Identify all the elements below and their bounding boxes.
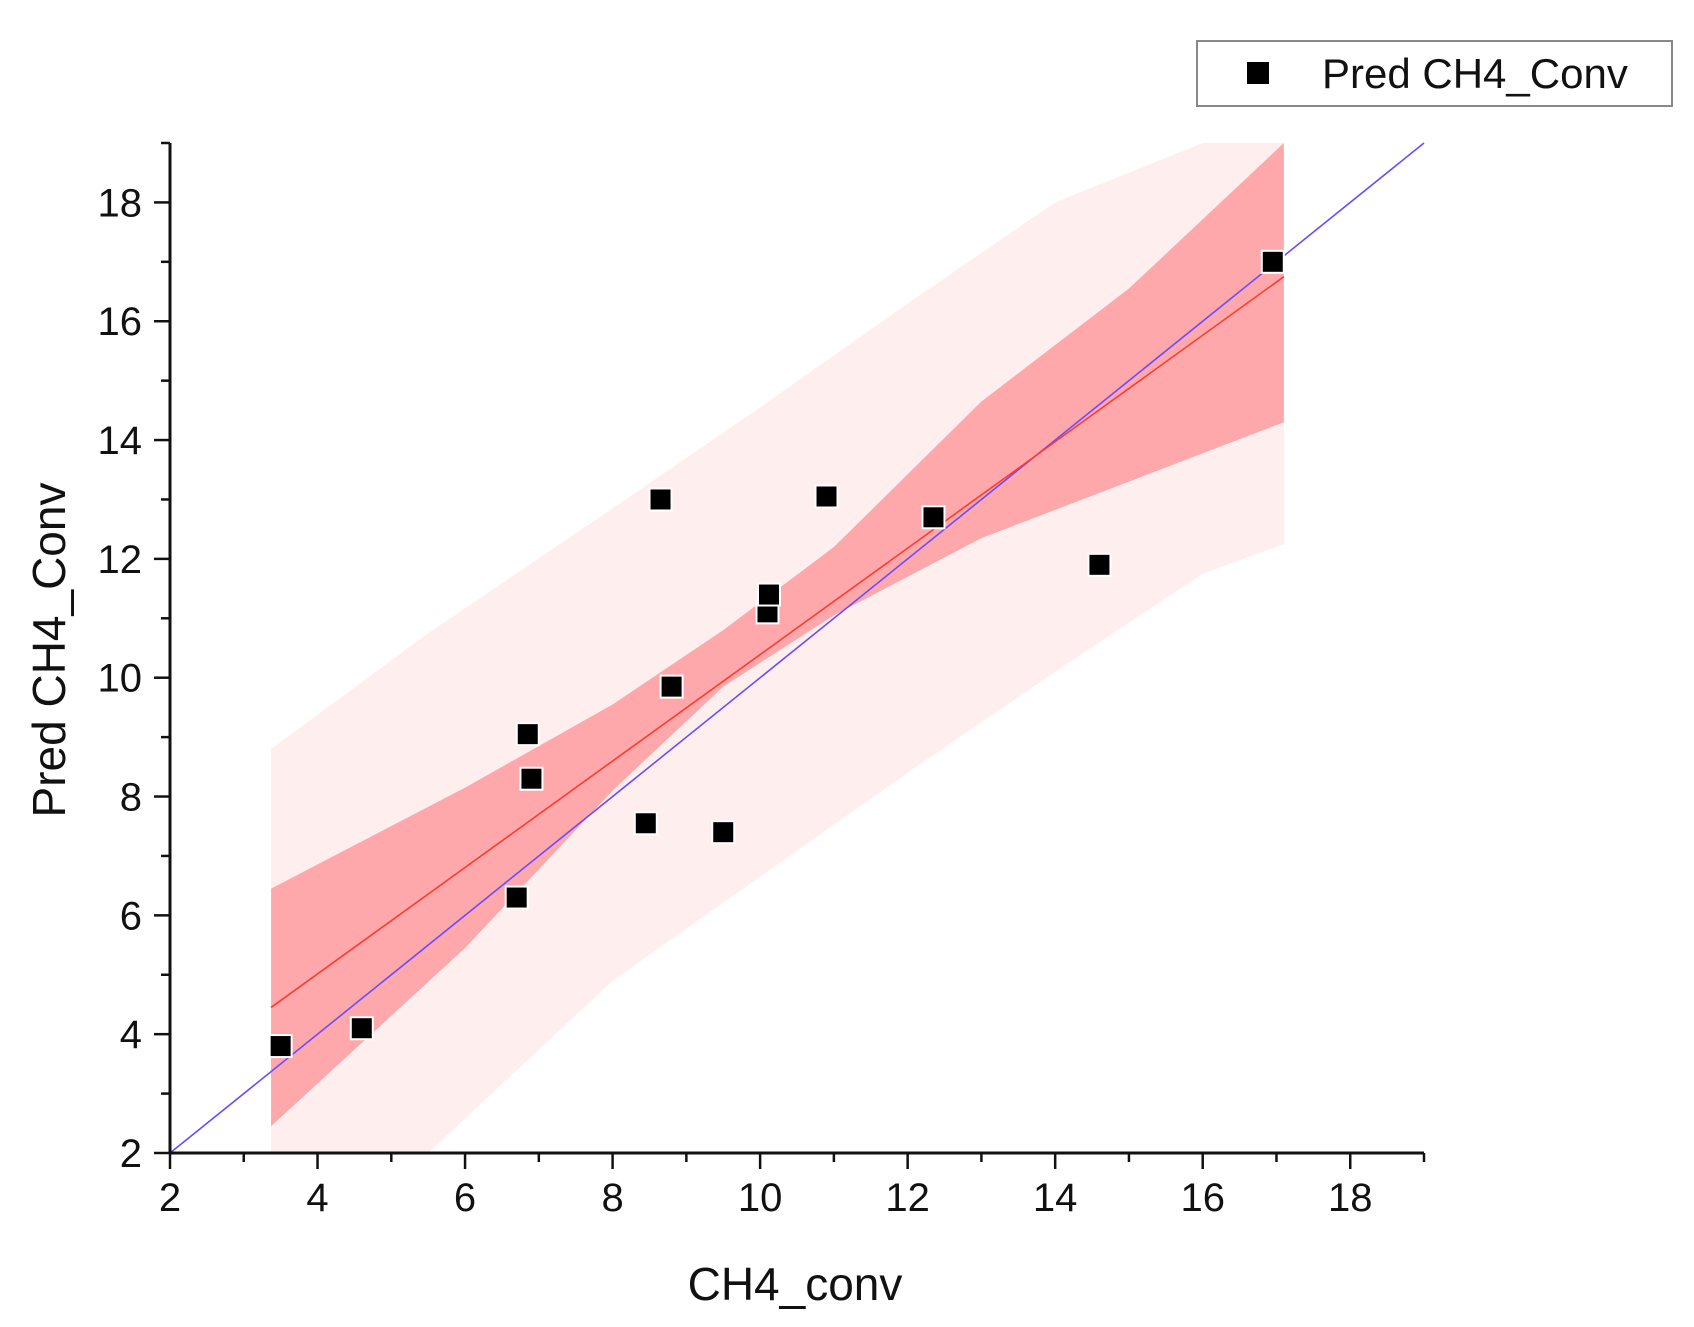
data-point (515, 722, 540, 747)
y-tick-label: 14 (98, 419, 143, 463)
data-point (921, 505, 946, 530)
data-point (1087, 552, 1112, 577)
y-tick-label: 12 (98, 538, 143, 582)
x-tick-label: 16 (1180, 1176, 1225, 1220)
y-axis-label: Pred CH4_Conv (23, 483, 75, 818)
x-axis-label: CH4_conv (688, 1258, 903, 1310)
x-tick-label: 4 (306, 1176, 328, 1220)
identity-line (169, 142, 1425, 1154)
data-point (814, 484, 839, 509)
legend-frame (1196, 40, 1673, 107)
y-tick-label: 8 (120, 776, 142, 820)
data-point (711, 820, 736, 845)
data-point (268, 1034, 293, 1059)
legend-marker-square (1247, 62, 1269, 84)
y-tick-label: 6 (120, 894, 142, 938)
legend: Pred CH4_Conv (1196, 40, 1673, 107)
x-tick-label: 10 (738, 1176, 783, 1220)
x-tick-label: 18 (1328, 1176, 1373, 1220)
legend-label: Pred CH4_Conv (1322, 50, 1628, 97)
x-tick-label: 8 (601, 1176, 623, 1220)
data-point (504, 885, 529, 910)
x-tick-label: 6 (454, 1176, 476, 1220)
confidence-band (271, 143, 1284, 1127)
x-tick-label: 14 (1033, 1176, 1078, 1220)
y-tick-label: 18 (98, 181, 143, 225)
y-tick-label: 2 (120, 1132, 142, 1176)
data-point (633, 811, 658, 836)
data-point (519, 766, 544, 791)
x-tick-label: 2 (159, 1176, 181, 1220)
y-tick-label: 10 (98, 657, 143, 701)
y-tick-label: 16 (98, 300, 143, 344)
x-tick-label: 12 (885, 1176, 930, 1220)
data-point (756, 582, 781, 607)
data-point (349, 1016, 374, 1041)
y-tick-label: 4 (120, 1013, 142, 1057)
data-point (659, 674, 684, 699)
data-point (1260, 249, 1285, 274)
fit-line (270, 276, 1285, 1009)
data-point (648, 487, 673, 512)
